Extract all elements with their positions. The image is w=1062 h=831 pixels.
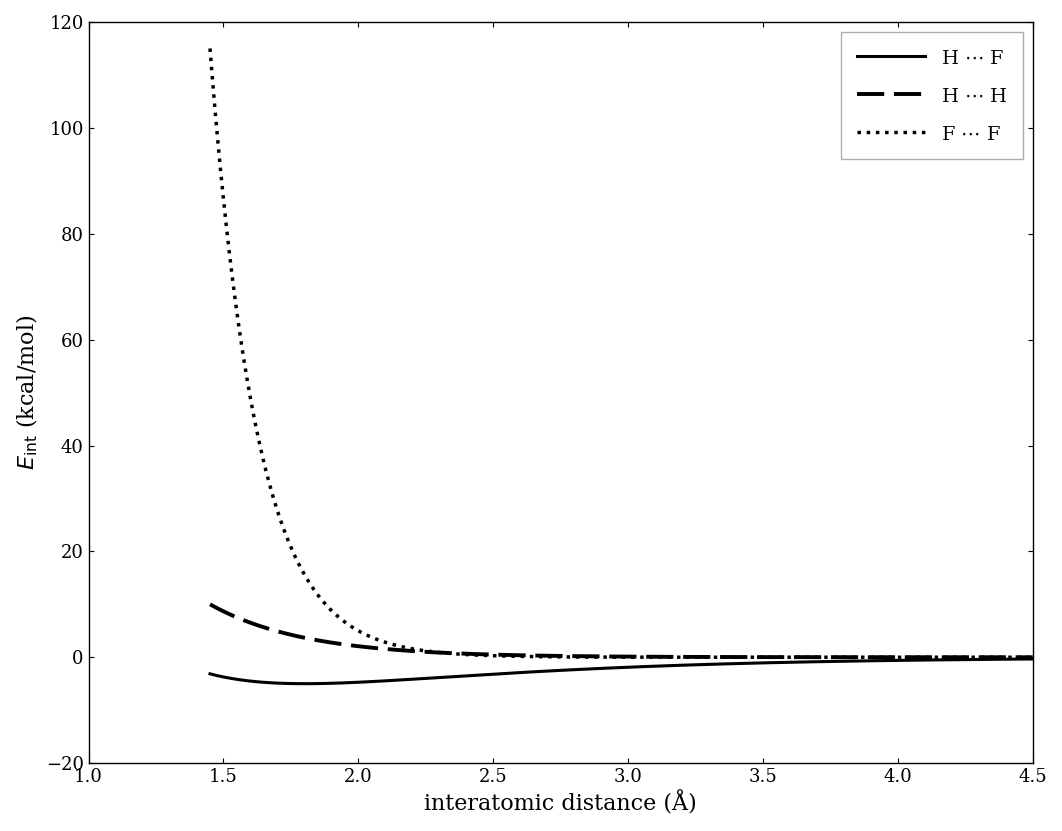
H $\cdots$ F xyxy=(537,666,550,676)
H $\cdots$ H xyxy=(288,631,301,641)
X-axis label: interatomic distance (Å): interatomic distance (Å) xyxy=(425,792,697,816)
H $\cdots$ F xyxy=(769,657,782,667)
H $\cdots$ F xyxy=(1026,654,1039,664)
H $\cdots$ F xyxy=(846,656,859,666)
Y-axis label: $E_{\mathrm{int}}$ (kcal/mol): $E_{\mathrm{int}}$ (kcal/mol) xyxy=(15,315,40,470)
H $\cdots$ H xyxy=(566,652,579,661)
H $\cdots$ H xyxy=(204,599,217,609)
H $\cdots$ F xyxy=(861,656,874,666)
F $\cdots$ F xyxy=(769,652,782,662)
F $\cdots$ F xyxy=(566,652,579,662)
H $\cdots$ H xyxy=(1026,652,1039,662)
H $\cdots$ H xyxy=(536,651,549,661)
H $\cdots$ F xyxy=(567,665,580,675)
H $\cdots$ F xyxy=(288,679,301,689)
F $\cdots$ F xyxy=(860,652,873,662)
H $\cdots$ F xyxy=(204,669,217,679)
F $\cdots$ F xyxy=(536,652,549,661)
Line: H $\cdots$ F: H $\cdots$ F xyxy=(210,659,1032,684)
F $\cdots$ F xyxy=(845,652,858,662)
H $\cdots$ H xyxy=(860,652,873,662)
F $\cdots$ F xyxy=(204,43,217,53)
H $\cdots$ H xyxy=(845,652,858,662)
H $\cdots$ F xyxy=(298,679,311,689)
Line: H $\cdots$ H: H $\cdots$ H xyxy=(210,604,1032,657)
Line: F $\cdots$ F: F $\cdots$ F xyxy=(210,48,1032,657)
H $\cdots$ H xyxy=(769,652,782,662)
F $\cdots$ F xyxy=(288,549,301,559)
Legend: H $\cdots$ F, H $\cdots$ H, F $\cdots$ F: H $\cdots$ F, H $\cdots$ H, F $\cdots$ F xyxy=(841,32,1023,160)
F $\cdots$ F xyxy=(1026,652,1039,662)
